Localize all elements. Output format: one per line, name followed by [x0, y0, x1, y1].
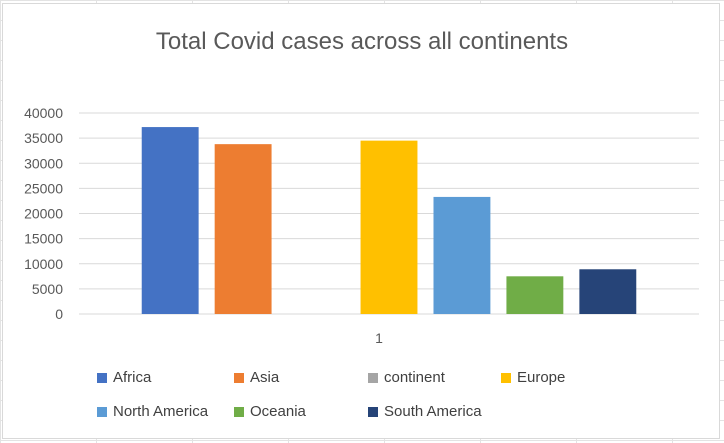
y-tick-label: 15000: [24, 231, 63, 247]
bar-asia: [214, 144, 272, 314]
legend-label: continent: [384, 369, 445, 386]
y-tick-label: 40000: [24, 105, 63, 121]
legend-label: North America: [113, 403, 209, 420]
legend-label: Asia: [250, 369, 280, 386]
bar-north-america: [433, 196, 491, 314]
bar-oceania: [506, 276, 564, 314]
legend-label: Oceania: [250, 403, 306, 420]
y-tick-label: 25000: [24, 180, 63, 196]
legend-item-continent: continent: [368, 369, 445, 386]
legend-label: South America: [384, 403, 482, 420]
legend-item-north-america: North America: [97, 403, 208, 420]
chart-title: Total Covid cases across all continents: [155, 28, 569, 55]
y-tick-label: 0: [55, 306, 63, 322]
y-tick-label: 35000: [24, 130, 63, 146]
bar-europe: [360, 140, 418, 314]
y-tick-label: 10000: [24, 256, 63, 272]
legend-swatch: [234, 406, 244, 417]
legend-swatch: [97, 406, 107, 417]
bar-africa: [141, 127, 199, 314]
x-tick-label: 1: [375, 330, 383, 346]
y-tick-label: 30000: [24, 155, 63, 171]
legend-item-europe: Europe: [501, 369, 565, 386]
legend-swatch: [234, 372, 244, 383]
chart-area[interactable]: Total Covid cases across all continents …: [2, 3, 720, 439]
legend-swatch: [368, 406, 378, 417]
legend-swatch: [368, 372, 378, 383]
y-tick-label: 20000: [24, 206, 63, 222]
legend-item-oceania: Oceania: [234, 403, 306, 420]
legend-item-africa: Africa: [97, 369, 151, 386]
legend-label: Africa: [113, 369, 152, 386]
legend-item-asia: Asia: [234, 369, 279, 386]
legend-swatch: [97, 372, 107, 383]
legend-label: Europe: [517, 369, 566, 386]
legend-item-south-america: South America: [368, 403, 482, 420]
bar-south-america: [579, 269, 637, 314]
legend-swatch: [501, 372, 511, 383]
y-tick-label: 5000: [32, 281, 63, 297]
plot-area: 0 5000 10000 15000 20000 25000 30000 35000 40000…: [24, 105, 699, 346]
